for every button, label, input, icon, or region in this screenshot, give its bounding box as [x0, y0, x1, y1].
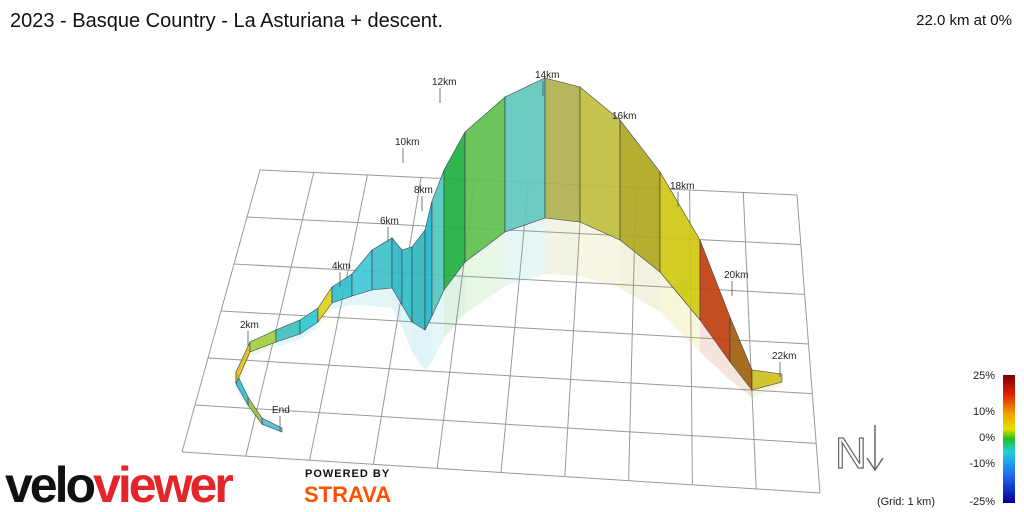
grid-line: [246, 216, 801, 246]
grid-line: [207, 357, 813, 395]
km-label: 4km: [332, 261, 351, 272]
wall-segment: [235, 341, 251, 385]
gradient-scale: [1003, 375, 1015, 503]
wall-segment: [579, 86, 621, 241]
legend-label: -25%: [969, 496, 995, 508]
grid-line: [181, 451, 821, 494]
strava: STRAVA: [304, 482, 391, 507]
wall-shadow: [505, 218, 545, 286]
wall-shadow: [300, 322, 318, 340]
km-label: 20km: [724, 270, 748, 281]
wall-shadow: [545, 218, 580, 276]
wall-shadow: [425, 316, 432, 370]
wall-shadow: [432, 290, 444, 362]
km-label: 12km: [432, 77, 456, 88]
wall-segment: [411, 229, 426, 331]
legend-label: 10%: [973, 406, 995, 418]
wall-shadow: [444, 262, 465, 338]
wall-shadow: [730, 362, 752, 398]
km-label: End: [272, 405, 290, 416]
wall-shadow: [465, 232, 505, 314]
wall-shadow: [412, 322, 425, 370]
logo: veloviewer: [5, 457, 233, 512]
wall-segment: [443, 131, 466, 291]
wall-shadow: [752, 382, 782, 398]
wall-shadow: [276, 334, 300, 347]
legend-label: -10%: [969, 458, 995, 470]
wall-shadow: [318, 303, 332, 328]
route-profile: [235, 77, 783, 434]
legend-label: 25%: [973, 370, 995, 382]
wall-shadow: [580, 222, 620, 288]
km-label: 8km: [414, 185, 433, 196]
compass: N: [835, 429, 867, 478]
km-label: 6km: [380, 216, 399, 227]
wall-segment: [424, 200, 433, 331]
km-label: 18km: [670, 181, 694, 192]
wall-shadow: [392, 288, 402, 327]
wall-shadow: [236, 384, 248, 409]
title: 2023 - Basque Country - La Asturiana + d…: [10, 10, 443, 32]
km-label: 16km: [612, 111, 636, 122]
wall-shadow: [248, 405, 262, 427]
logo-part: velo: [5, 457, 95, 512]
wall-shadow: [352, 290, 372, 306]
km-label: 10km: [395, 137, 419, 148]
wall-shadow: [262, 424, 282, 434]
wall-segment: [371, 237, 393, 291]
wall-shadow: [402, 305, 412, 352]
logo-part: viewer: [93, 457, 233, 512]
grid-line: [194, 404, 817, 444]
grid-note: (Grid: 1 km): [877, 496, 935, 508]
wall-shadow: [372, 288, 392, 308]
wall-segment: [504, 77, 546, 233]
wall-shadow: [250, 342, 276, 356]
wall-segment: [351, 249, 373, 297]
km-label: 22km: [772, 351, 796, 362]
wall-shadow: [620, 240, 660, 312]
wall-segment: [751, 369, 783, 391]
wall-segment: [544, 77, 581, 223]
wall-segment: [431, 169, 445, 317]
legend-label: 0%: [979, 432, 995, 444]
compass-arrow: [866, 425, 884, 472]
status: 22.0 km at 0%: [916, 12, 1012, 29]
km-labels: 2km 4km 6km 8km 10km 12km 14km 16km 18km 20km 22km…: [240, 70, 796, 431]
gradient-legend: 25% 10% 0% -10% -25%: [969, 370, 995, 508]
km-label: 14km: [535, 70, 559, 81]
powered-by: POWERED BY: [305, 468, 390, 480]
wall-shadow: [700, 320, 730, 380]
km-label: 2km: [240, 320, 259, 331]
wall-shadow: [332, 296, 352, 310]
wall-shadow: [660, 272, 700, 352]
